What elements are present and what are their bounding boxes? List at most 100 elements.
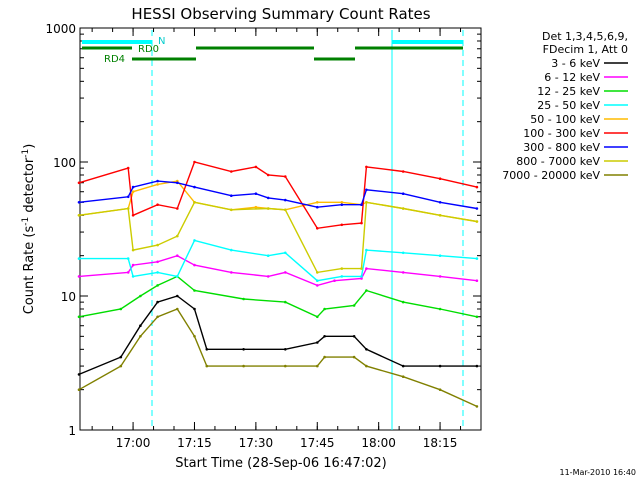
series-point [475,220,479,223]
series-point [126,195,130,199]
series-point [323,355,326,359]
x-tick-label: 18:00 [361,436,396,450]
series-point [230,271,233,274]
series-point [254,205,258,209]
series-point [77,181,81,185]
series-point [401,192,405,195]
y-tick-labels: 1 10 100 1000 [45,22,76,438]
series-point [126,166,130,170]
series-point [438,388,442,392]
flag-rd0-label: RD0 [138,44,159,55]
series-point [401,364,405,368]
series-point [316,205,319,209]
y-label-end: ) [22,144,37,149]
series-point [475,279,479,283]
series-point [176,207,179,210]
series-point [126,207,130,210]
series-line [78,180,478,223]
y-tick-label: 100 [53,156,76,170]
series-point [365,165,368,169]
series-point [352,304,356,307]
series-point [176,234,179,238]
series-point [254,165,258,169]
series-point [316,201,319,204]
legend-label: 300 - 800 keV [523,141,600,154]
series-point [284,364,287,368]
legend-label: 100 - 300 keV [523,127,600,140]
series-point [131,214,135,217]
series-point [242,364,245,368]
series-point [475,405,479,408]
legend-label: 50 - 100 keV [530,113,600,126]
series-point [475,364,479,368]
series-point [340,267,344,270]
series-point [438,201,442,204]
legend-label: 800 - 7000 keV [516,155,600,168]
series-point [360,221,363,225]
series-point [401,170,405,173]
series-point [284,271,287,274]
series-point [365,248,368,252]
series-point [352,355,356,359]
series-point [193,335,196,338]
series-point [242,297,245,301]
series-point [365,188,368,192]
legend-label: 7000 - 20000 keV [502,169,600,182]
series-point [119,364,123,368]
series-point [139,324,142,328]
series-point [205,348,209,351]
series-point [193,307,196,311]
series-point [156,243,159,247]
series-point [77,257,81,260]
legend-header-2: FDecim 1, Att 0 [543,43,628,56]
series-point [156,300,159,304]
axis-ticks [80,27,481,431]
series-point [131,248,135,252]
series-point [401,251,405,255]
legend-label: 12 - 25 keV [537,85,600,98]
x-tick-label: 17:00 [116,436,151,450]
series-point [254,192,258,195]
series-point [316,279,319,283]
series-point [284,251,287,255]
series-point [323,307,326,311]
series-point [323,335,326,338]
series-point [139,294,142,298]
series-point [475,185,479,189]
footer-timestamp: 11-Mar-2010 16:40 [560,468,637,477]
series-point [360,277,363,280]
series-point [230,194,233,197]
series-point [284,300,287,304]
series-point [266,207,270,210]
series-point [266,196,270,200]
series-line [78,308,478,408]
series-point [131,275,135,278]
series-line [78,275,478,318]
series-point [352,335,356,338]
series-point [266,254,270,257]
series-line [78,201,478,274]
series-point [316,315,319,319]
series-point [438,307,442,311]
reference-lines [151,30,464,430]
series-point [438,275,442,278]
series-point [156,271,159,274]
x-tick-label: 17:30 [239,436,274,450]
y-label-main: Count Rate (s [22,226,37,315]
series-line [78,295,477,376]
series-point [401,300,405,304]
series-point [401,271,405,274]
series-point [266,275,270,278]
series-point [77,388,81,392]
series-point [475,257,479,260]
series-point [176,294,179,298]
x-axis-label: Start Time (28-Sep-06 16:47:02) [175,456,386,471]
series-point [365,364,368,368]
series-point [475,207,479,210]
series-point [316,364,319,368]
y-tick-label: 1 [68,424,76,438]
series-point [193,201,196,204]
series-point [193,239,196,242]
chart-title: HESSI Observing Summary Count Rates [131,5,430,23]
